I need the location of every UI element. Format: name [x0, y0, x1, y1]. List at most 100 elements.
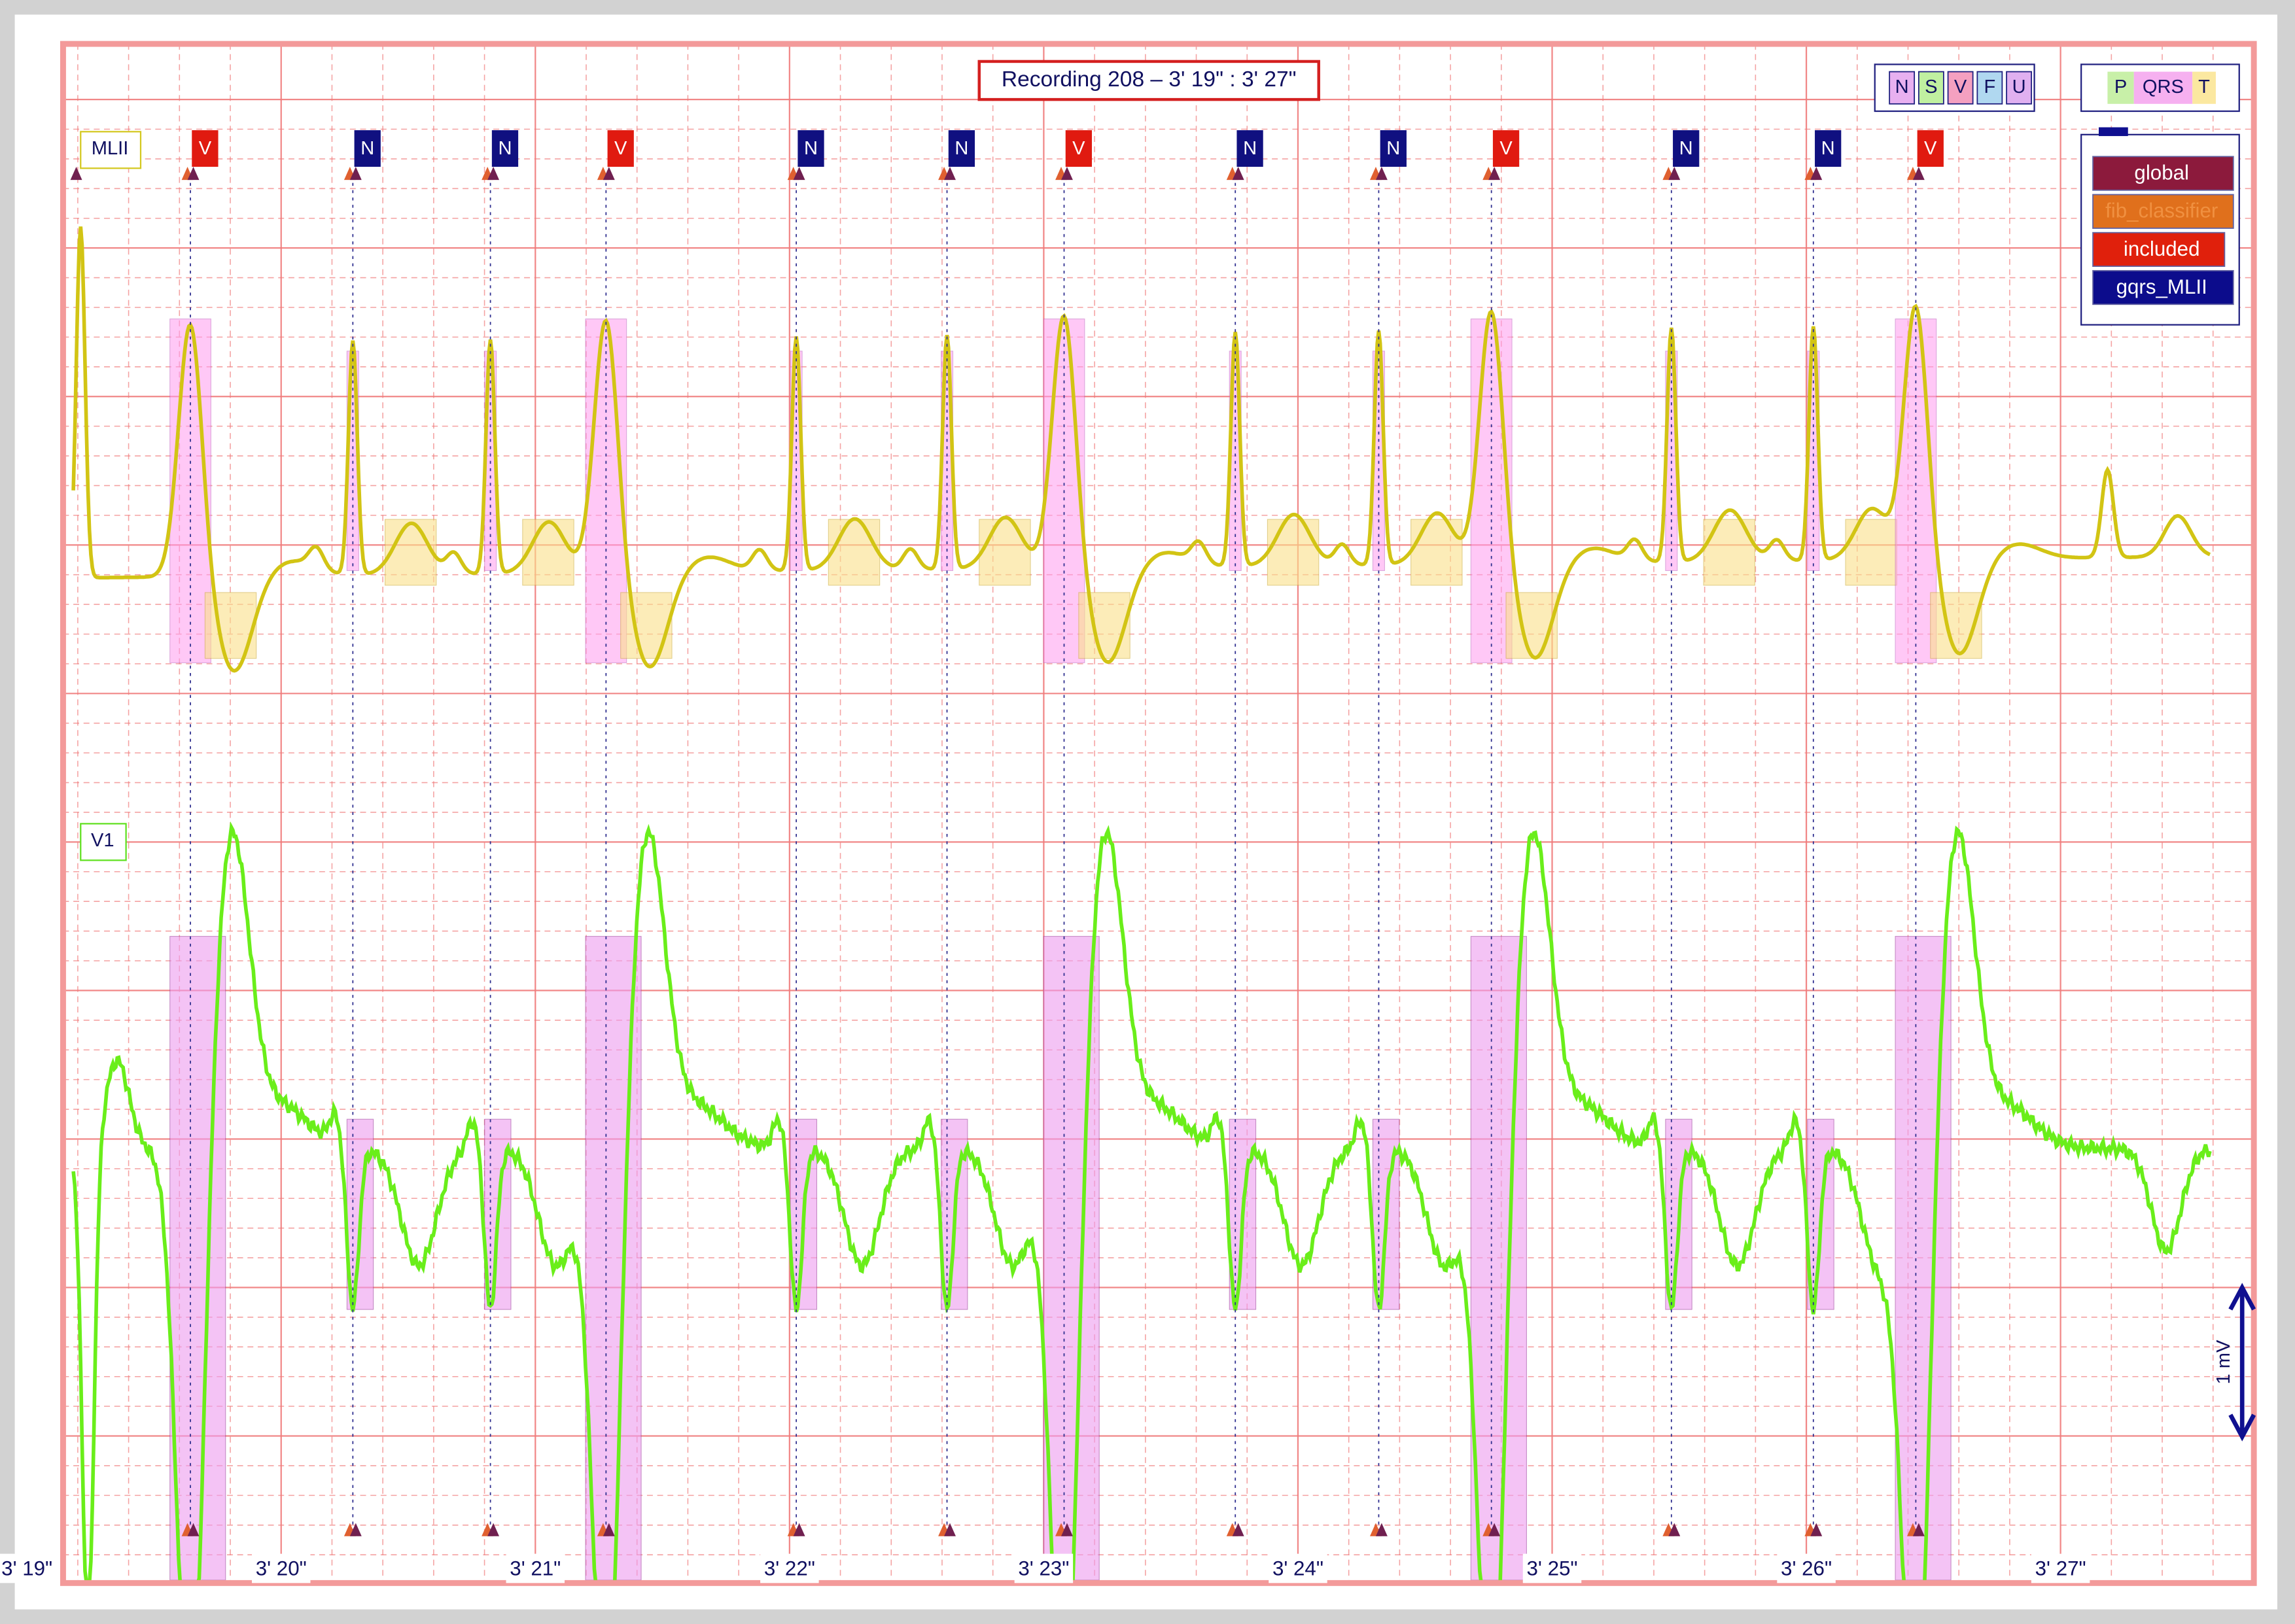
beat-triangle	[1061, 167, 1073, 181]
wave-legend-label: QRS	[2143, 77, 2184, 97]
beat-triangle	[1810, 1523, 1823, 1536]
t-box	[620, 592, 673, 659]
lead-box	[80, 131, 142, 169]
time-label-bg	[1777, 1553, 1836, 1583]
beat-tag[interactable]	[491, 130, 519, 167]
title: Recording 208 – 3' 19" : 3' 27"	[1002, 67, 1297, 92]
beat-tag[interactable]	[192, 130, 219, 167]
beat-triangle	[1232, 167, 1244, 181]
beat-triangle	[603, 167, 615, 181]
time-label-bg	[1269, 1553, 1327, 1583]
mlii-signal	[71, 226, 2211, 673]
beat-label: N	[1386, 138, 1400, 159]
beat-tag[interactable]	[1380, 130, 1407, 167]
beat-label: V	[614, 138, 627, 159]
beat-triangle	[944, 1523, 956, 1536]
time-label: 3' 20"	[256, 1557, 307, 1580]
beat-triangle	[1912, 167, 1925, 181]
time-label-bg	[0, 1553, 56, 1583]
beat-legend-swatch[interactable]	[2006, 71, 2033, 105]
time-label-bg	[1522, 1553, 1582, 1583]
beat-tag[interactable]	[797, 130, 824, 167]
beat-triangle	[487, 167, 500, 181]
beat-triangle	[70, 167, 82, 181]
beat-tag[interactable]	[1917, 130, 1944, 167]
time-label: 3' 23"	[1018, 1557, 1069, 1580]
beat-triangle	[349, 1523, 362, 1536]
beat-label: N	[1821, 138, 1835, 159]
time-label: 3' 26"	[1781, 1557, 1832, 1580]
beat-triangle	[1488, 1523, 1501, 1536]
beat-triangle	[1375, 167, 1388, 181]
t-box	[1505, 592, 1558, 659]
annotator-label: fib_classifier	[2105, 199, 2218, 222]
beat-triangle	[944, 167, 956, 181]
time-label-bg	[506, 1553, 565, 1583]
beat-legend-label: F	[1984, 77, 1995, 97]
beat-label: V	[1499, 138, 1513, 159]
annotator-tab	[2099, 127, 2128, 137]
beat-triangle	[1488, 167, 1501, 181]
beat-label: N	[955, 138, 968, 159]
beat-tag[interactable]	[1673, 130, 1700, 167]
annotator-button[interactable]	[2092, 156, 2234, 191]
scale-label: 1 mV	[2213, 1339, 2234, 1384]
time-label: 3' 21"	[510, 1557, 561, 1580]
beat-label: N	[1243, 138, 1257, 159]
time-label-bg	[760, 1553, 819, 1583]
t-box	[522, 519, 574, 586]
beat-triangle	[1668, 1523, 1681, 1536]
beat-triangle	[187, 1523, 200, 1536]
beat-legend-swatch[interactable]	[1947, 71, 1974, 105]
beat-tag[interactable]	[1065, 130, 1092, 167]
beat-label: N	[360, 138, 374, 159]
beat-triangle	[487, 1523, 500, 1536]
annotator-button[interactable]	[2092, 232, 2226, 268]
plot-border	[60, 41, 2257, 1586]
t-box	[979, 519, 1031, 586]
beat-legend-label: S	[1925, 77, 1937, 97]
time-label-bg	[2031, 1553, 2090, 1583]
beat-triangle	[349, 167, 362, 181]
scale-arrows	[2228, 1283, 2256, 1442]
beat-triangle	[1375, 1523, 1388, 1536]
beat-tag[interactable]	[948, 130, 975, 167]
t-box	[828, 519, 881, 586]
lead-box	[80, 823, 127, 861]
lead-label: V1	[91, 830, 114, 851]
time-label: 3' 25"	[1527, 1557, 1578, 1580]
wave-legend-swatch[interactable]	[2192, 71, 2216, 104]
beat-legend-swatch[interactable]	[1889, 71, 1916, 105]
beat-label: V	[1924, 138, 1937, 159]
title-box	[977, 60, 1320, 101]
t-box	[384, 519, 437, 586]
lead-label: MLII	[92, 138, 129, 159]
annotator-button[interactable]	[2092, 194, 2234, 229]
beat-tag[interactable]	[1492, 130, 1520, 167]
beat-tag[interactable]	[1236, 130, 1263, 167]
beat-label: N	[498, 138, 512, 159]
wave-legend-swatch[interactable]	[2133, 71, 2193, 104]
time-label-bg	[251, 1553, 311, 1583]
beat-triangle	[187, 167, 200, 181]
annotator-label: global	[2134, 161, 2189, 184]
annotator-label: included	[2124, 237, 2200, 260]
beat-legend-swatch[interactable]	[1976, 71, 2003, 105]
v1-signal	[71, 821, 2212, 1585]
annotator-button[interactable]	[2092, 269, 2234, 305]
beat-triangle	[1810, 167, 1823, 181]
beat-legend-swatch[interactable]	[1918, 71, 1944, 105]
t-box	[1845, 519, 1897, 586]
qrs-box	[1470, 319, 1513, 663]
beat-triangle	[793, 167, 805, 181]
legends: N S V F U P QRS Tglobalfib_classifierincludedgq…	[1889, 71, 2234, 305]
beat-tag[interactable]	[354, 130, 381, 167]
beat-tag[interactable]	[607, 130, 634, 167]
beat-tag[interactable]	[1815, 130, 1842, 167]
beat-triangle	[1912, 1523, 1925, 1536]
beat-legend-label: U	[2012, 77, 2026, 97]
wave-legend-swatch[interactable]	[2107, 71, 2134, 104]
beat-label: N	[1679, 138, 1693, 159]
